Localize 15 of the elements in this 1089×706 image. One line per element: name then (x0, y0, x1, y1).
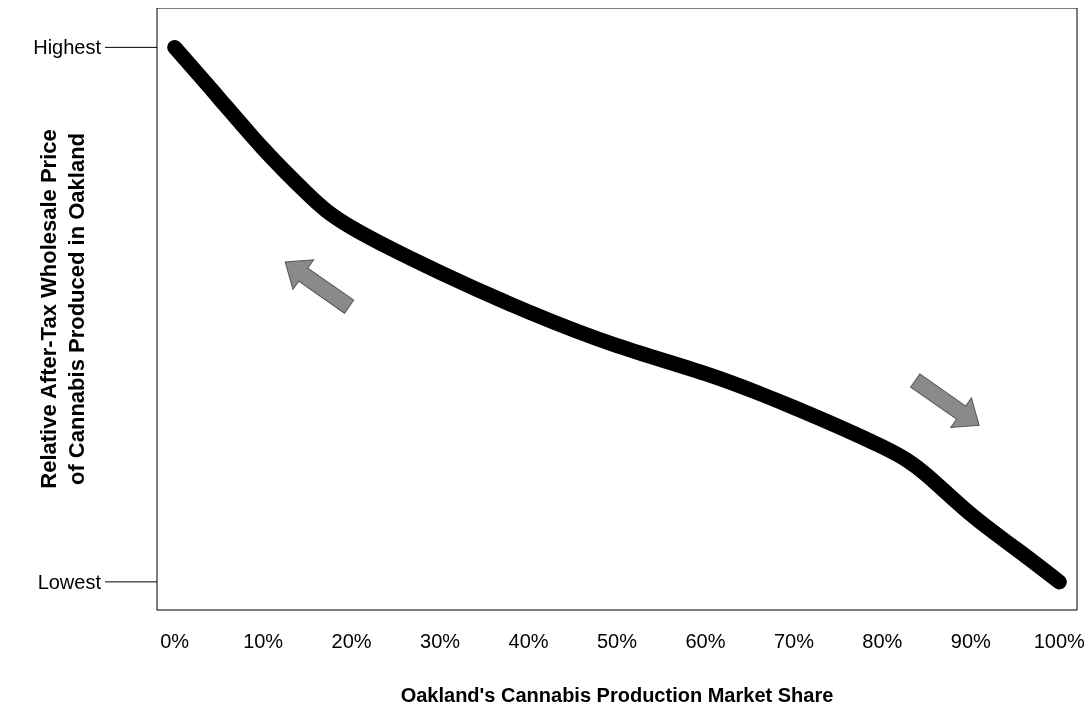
x-tick-label: 10% (243, 630, 284, 653)
x-tick-label: 0% (160, 630, 190, 653)
x-tick-label: 40% (508, 630, 549, 653)
x-tick-label: 100% (1033, 630, 1086, 653)
x-tick-label: 90% (950, 630, 992, 653)
y-axis-title: Relative After-Tax Wholesale Price of Cannabis Produced in Oakland (36, 129, 89, 489)
x-tick-label: 60% (685, 630, 726, 653)
x-tick-label: 70% (773, 630, 815, 653)
x-tick-label: 50% (596, 630, 638, 653)
text: Highest (33, 36, 102, 59)
x-tick-label: 80% (862, 630, 903, 653)
text: Lowest (37, 570, 102, 593)
x-tick-label: 20% (331, 630, 372, 653)
x-axis-title: Oakland's Cannabis Production Market Share (400, 684, 834, 706)
x-tick-label: 30% (420, 630, 461, 653)
